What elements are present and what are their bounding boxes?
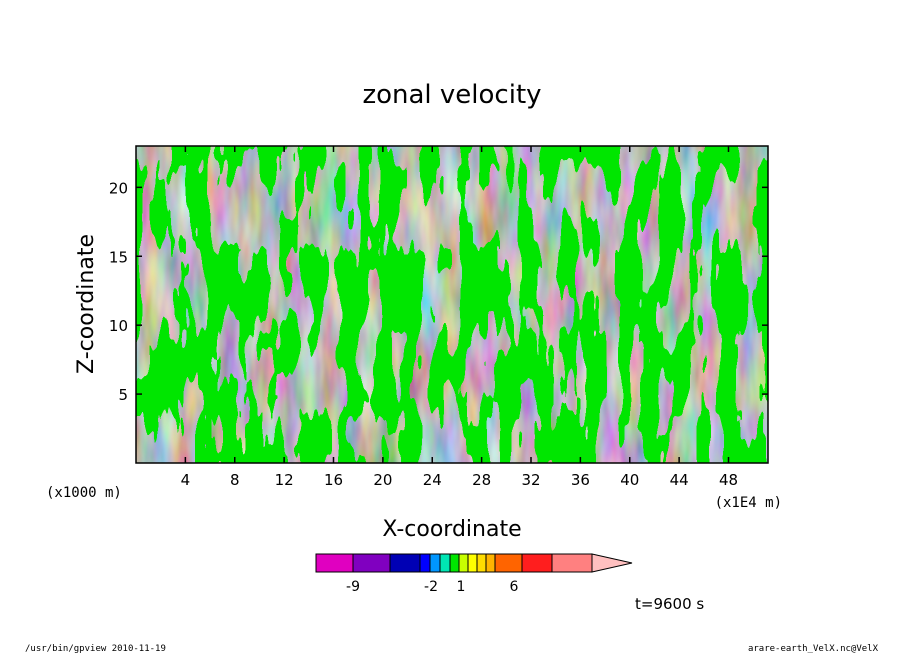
colorbar-segment xyxy=(315,553,354,573)
x-tick-label: 12 xyxy=(275,471,294,489)
colorbar-segment xyxy=(458,553,469,573)
colorbar-segment xyxy=(389,553,421,573)
colorbar-segment xyxy=(551,553,593,573)
x-tick-label: 4 xyxy=(181,471,191,489)
colorbar-label: -2 xyxy=(424,579,438,595)
x-tick-label: 32 xyxy=(521,471,540,489)
plot-frame xyxy=(135,145,769,464)
chart-title: zonal velocity xyxy=(362,80,541,110)
x-tick-label: 40 xyxy=(620,471,639,489)
x-tick-label: 16 xyxy=(324,471,343,489)
colorbar-segment xyxy=(485,553,496,573)
colorbar-segment xyxy=(352,553,391,573)
colorbar xyxy=(315,553,633,573)
colorbar-label: 6 xyxy=(510,579,519,595)
y-tick-label: 10 xyxy=(109,317,128,335)
footer-left: /usr/bin/gpview 2010-11-19 xyxy=(25,644,166,654)
colorbar-extend-arrow xyxy=(591,553,633,573)
x-axis-ticks: 4 8 12 16 20 24 28 32 36 40 44 48 xyxy=(181,146,738,489)
x-unit-right: (x1E4 m) xyxy=(715,495,782,511)
colorbar-segment xyxy=(521,553,553,573)
colorbar-segment xyxy=(494,553,523,573)
x-tick-label: 24 xyxy=(423,471,442,489)
colorbar-segment xyxy=(429,553,441,573)
x-tick-label: 48 xyxy=(719,471,738,489)
x-tick-label: 20 xyxy=(373,471,392,489)
x-tick-label: 28 xyxy=(472,471,491,489)
x-unit-left: (x1000 m) xyxy=(46,485,122,501)
y-tick-label: 5 xyxy=(118,386,128,404)
x-tick-label: 8 xyxy=(230,471,240,489)
field-noise xyxy=(136,146,768,463)
colorbar-segment xyxy=(449,553,460,573)
x-axis-label: X-coordinate xyxy=(382,517,521,542)
footer-right: arare-earth_VelX.nc@VelX xyxy=(748,644,879,654)
y-tick-label: 20 xyxy=(109,179,128,197)
x-tick-label: 44 xyxy=(670,471,689,489)
time-label: t=9600 s xyxy=(635,595,704,613)
y-axis-ticks: 5 10 15 20 xyxy=(109,179,768,404)
velocity-field xyxy=(136,146,768,463)
colorbar-segment xyxy=(476,553,487,573)
y-axis-label: Z-coordinate xyxy=(74,234,99,374)
y-tick-label: 15 xyxy=(109,248,128,266)
colorbar-segment xyxy=(419,553,431,573)
colorbar-labels: -9 -2 1 6 xyxy=(346,579,519,595)
x-tick-label: 36 xyxy=(571,471,590,489)
colorbar-segment xyxy=(467,553,478,573)
colorbar-label: -9 xyxy=(346,579,360,595)
colorbar-label: 1 xyxy=(457,579,466,595)
colorbar-segment xyxy=(439,553,451,573)
